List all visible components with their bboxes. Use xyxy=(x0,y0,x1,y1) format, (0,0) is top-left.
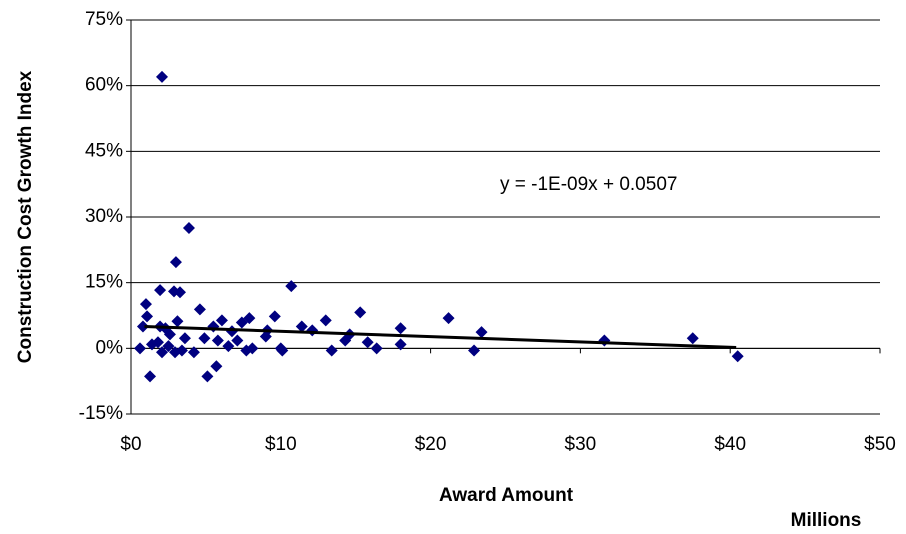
data-point xyxy=(246,342,259,355)
data-point xyxy=(215,314,228,327)
data-point xyxy=(144,370,157,383)
data-point xyxy=(339,334,352,347)
data-point xyxy=(163,328,176,341)
data-point xyxy=(222,340,235,353)
x-tick-label: $0 xyxy=(120,434,141,455)
data-point xyxy=(394,322,407,335)
x-tick-label: $10 xyxy=(265,434,297,455)
data-point xyxy=(136,320,149,333)
x-tick-label: $30 xyxy=(565,434,597,455)
data-point xyxy=(207,320,220,333)
data-point xyxy=(173,286,186,299)
data-point xyxy=(370,342,383,355)
data-point xyxy=(141,310,154,323)
y-tick-label: 0% xyxy=(96,337,124,358)
data-point xyxy=(139,298,152,311)
data-point xyxy=(475,326,488,339)
data-point xyxy=(276,344,289,357)
data-point xyxy=(268,310,281,323)
data-point xyxy=(169,256,182,269)
data-point xyxy=(354,306,367,319)
y-tick-label: 60% xyxy=(85,75,123,96)
trendline-equation: y = -1E-09x + 0.0507 xyxy=(500,174,677,195)
x-axis-label: Award Amount xyxy=(439,485,574,506)
x-unit-label: Millions xyxy=(791,510,862,531)
data-point xyxy=(210,360,223,373)
data-point xyxy=(731,350,744,363)
data-point xyxy=(259,330,272,343)
data-point xyxy=(442,312,455,325)
data-point xyxy=(394,338,407,351)
data-point xyxy=(156,346,169,359)
data-point xyxy=(225,325,238,338)
x-tick-label: $40 xyxy=(714,434,746,455)
x-tick-label: $20 xyxy=(415,434,447,455)
data-point xyxy=(319,314,332,327)
y-tick-label: 45% xyxy=(85,140,123,161)
data-point xyxy=(187,346,200,359)
data-point xyxy=(156,70,169,83)
data-point xyxy=(325,344,338,357)
y-tick-label: 75% xyxy=(85,9,123,30)
x-tick-label: $50 xyxy=(864,434,896,455)
data-point xyxy=(178,332,191,345)
data-point xyxy=(151,336,164,349)
y-axis-label: Construction Cost Growth Index xyxy=(15,70,36,363)
data-point xyxy=(231,334,244,347)
y-tick-label: 15% xyxy=(85,272,123,293)
data-point xyxy=(201,370,214,383)
data-point xyxy=(162,340,175,353)
data-point xyxy=(686,332,699,345)
data-point xyxy=(361,336,374,349)
y-tick-label: -15% xyxy=(79,403,123,424)
data-point xyxy=(182,221,195,234)
y-tick-label: 30% xyxy=(85,206,123,227)
data-point xyxy=(133,342,146,355)
data-point xyxy=(154,284,167,297)
trendline xyxy=(144,324,737,349)
data-point xyxy=(171,315,184,328)
data-point xyxy=(598,334,611,347)
data-point xyxy=(198,332,211,345)
data-point xyxy=(175,344,188,357)
data-point xyxy=(306,324,319,337)
data-point xyxy=(235,316,248,329)
data-point xyxy=(285,280,298,293)
data-point xyxy=(468,344,481,357)
data-point xyxy=(211,334,224,347)
data-point xyxy=(295,320,308,333)
data-point xyxy=(193,303,206,316)
